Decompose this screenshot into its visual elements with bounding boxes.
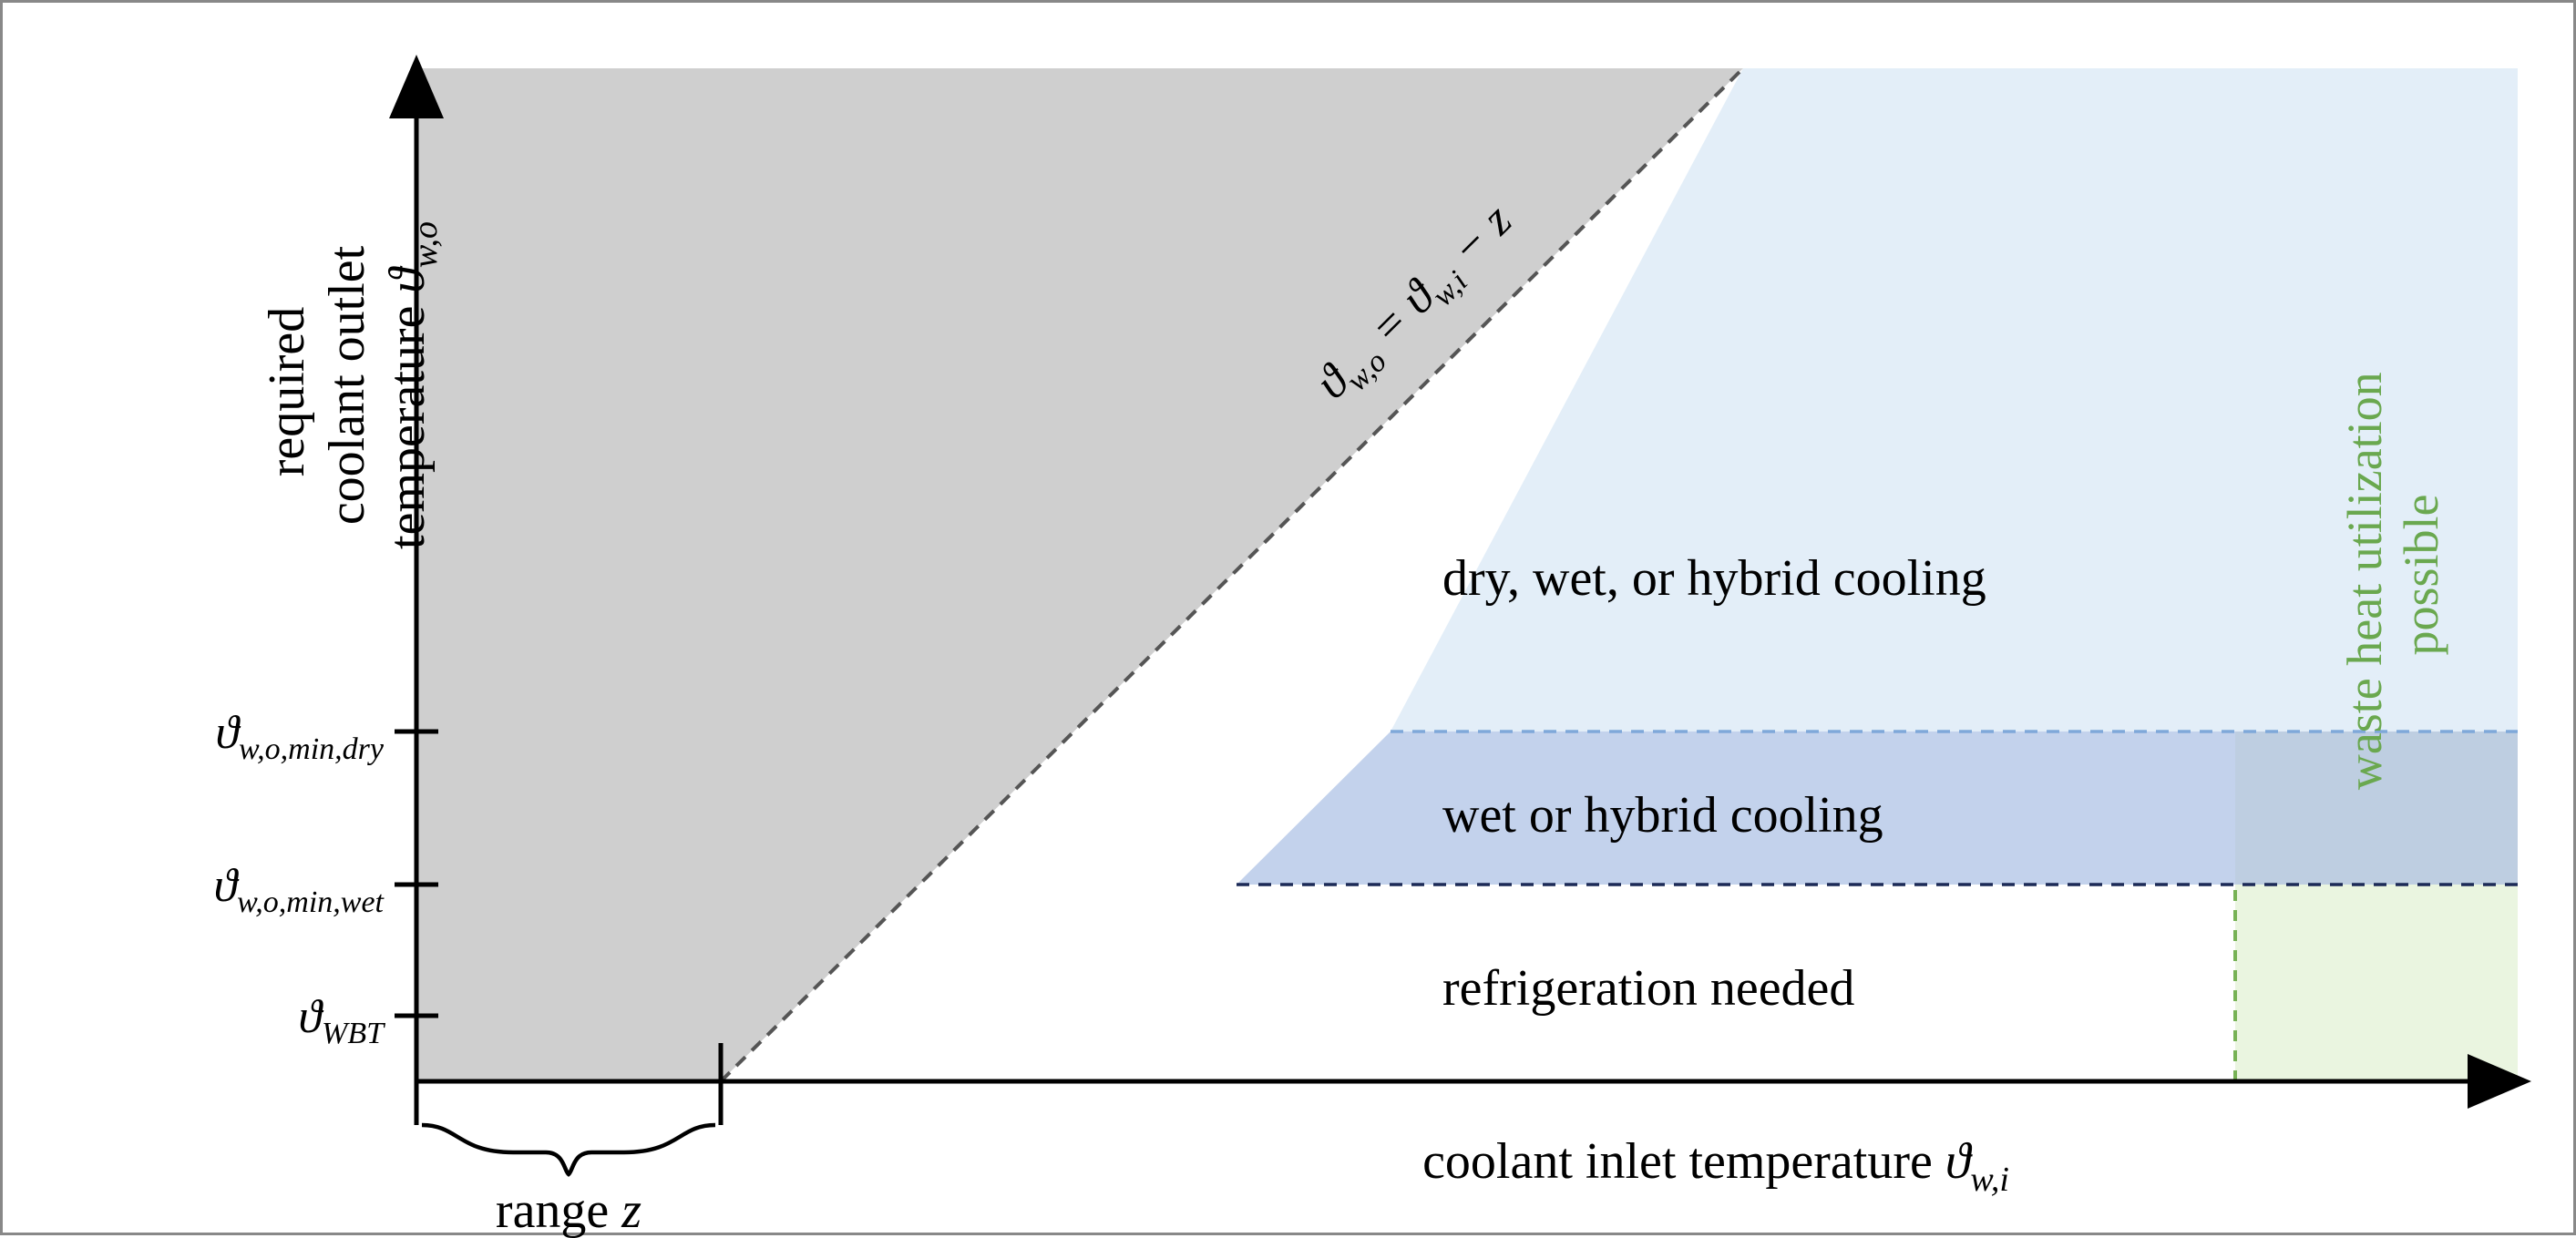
svg-text:required coolant outlet: required coolant outlet — [259, 245, 375, 525]
y-axis-label-line2: coolant outlet — [319, 245, 375, 525]
x-axis-label: coolant inlet temperature ϑw,i — [1422, 1133, 2009, 1199]
diagram-frame: required coolant outlet temperature ϑw,o… — [0, 0, 2576, 1235]
label-dry-wet-hybrid: dry, wet, or hybrid cooling — [1442, 550, 1986, 607]
ytick-label-min-wet: ϑw,o,min,wet — [214, 860, 385, 919]
range-z-label: range z — [496, 1182, 641, 1238]
ytick-label-min-dry: ϑw,o,min,dry — [215, 707, 384, 766]
y-axis-label: required coolant outlet temperature ϑw,o — [259, 221, 445, 549]
range-z-brace — [422, 1125, 715, 1174]
svg-text:temperature ϑw,o: temperature ϑw,o — [379, 221, 445, 549]
label-wet-hybrid: wet or hybrid cooling — [1442, 787, 1883, 844]
ytick-label-wbt: ϑWBT — [298, 991, 385, 1050]
label-refrigeration: refrigeration needed — [1442, 960, 1854, 1017]
y-axis-label-line1: required — [259, 307, 315, 477]
diagram-svg: required coolant outlet temperature ϑw,o… — [3, 3, 2576, 1238]
